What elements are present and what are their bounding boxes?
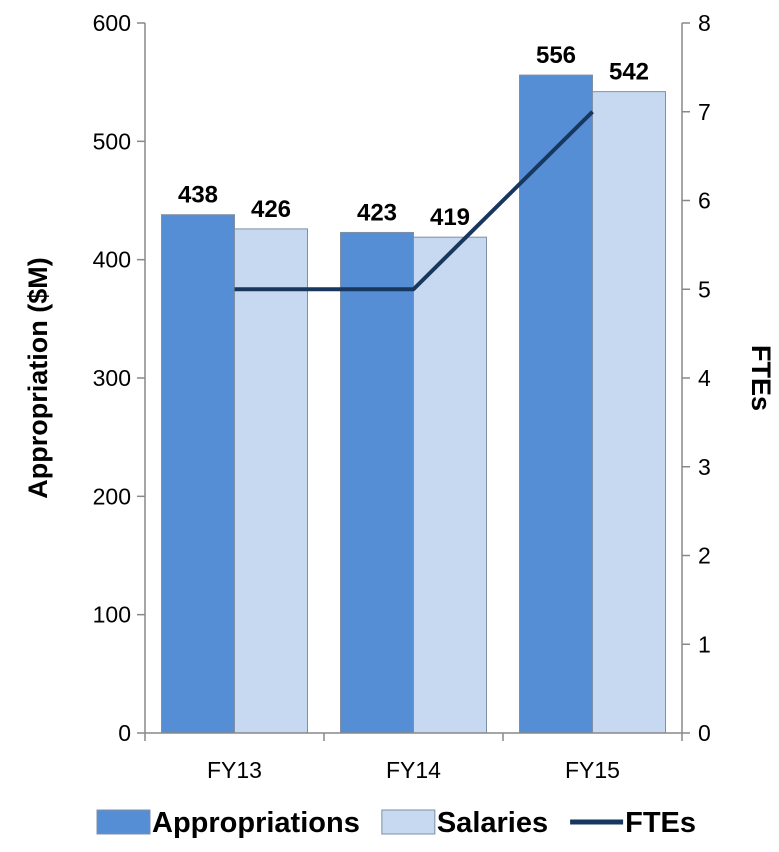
y2-tick-label: 2 [698,543,711,569]
y2-tick-label: 5 [698,276,711,302]
y2-tick-label: 6 [698,188,711,214]
y2-axis-title: FTEs [746,345,776,411]
y2-tick-label: 3 [698,454,711,480]
legend-label: FTEs [625,807,696,839]
x-tick-label: FY14 [386,757,441,783]
y-tick-label: 0 [118,720,131,746]
y-axis-title: Appropriation ($M) [23,257,53,498]
y-tick-label: 500 [93,128,131,154]
bar-salaries [592,91,666,734]
data-label: 426 [251,196,291,223]
x-tick-label: FY13 [207,757,262,783]
legend: Appropriations Salaries FTEs [96,807,696,839]
bar-appropriations [161,214,235,734]
data-label: 423 [357,199,397,226]
y2-tick-label: 4 [698,365,711,391]
y-tick-label: 300 [93,365,131,391]
legend-swatch-appropriations [96,809,151,835]
y-tick-label: 200 [93,483,131,509]
data-label: 419 [430,204,470,231]
y2-tick-label: 1 [698,631,711,657]
data-label: 438 [178,182,218,209]
data-label: 542 [609,59,649,86]
legend-label: Appropriations [152,807,360,839]
bar-salaries [234,228,308,734]
bar-appropriations [519,74,593,734]
bar-appropriations [340,231,414,734]
y2-tick-label: 0 [698,720,711,746]
y-tick-label: 600 [93,10,131,36]
legend-label: Salaries [437,807,548,839]
line-ftes [234,110,594,292]
bar-salaries [413,236,487,734]
x-tick-label: FY15 [565,757,620,783]
legend-swatch-salaries [381,809,436,835]
y2-tick-label: 7 [698,99,711,125]
y2-tick-label: 8 [698,10,711,36]
data-label: 556 [536,42,576,69]
y-tick-label: 400 [93,247,131,273]
y-tick-label: 100 [93,602,131,628]
